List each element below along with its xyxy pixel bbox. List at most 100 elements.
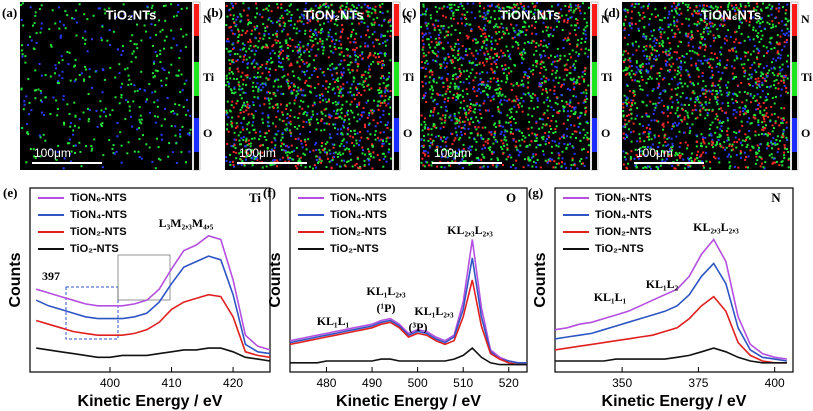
map-dot xyxy=(91,38,93,41)
map-dot xyxy=(558,16,561,19)
map-dot xyxy=(382,152,385,155)
map-dot xyxy=(324,6,327,8)
map-dot xyxy=(535,137,538,140)
map-dot xyxy=(156,115,159,118)
map-dot xyxy=(342,55,345,58)
map-dot xyxy=(20,19,23,21)
map-dot xyxy=(769,37,772,40)
map-dot xyxy=(521,11,524,14)
map-dot xyxy=(546,161,549,164)
map-dot xyxy=(315,34,318,37)
map-dot xyxy=(677,45,680,48)
map-dot xyxy=(759,110,762,113)
map-dot xyxy=(632,99,635,102)
map-dot xyxy=(78,118,81,121)
map-dot xyxy=(93,138,96,141)
map-dot xyxy=(622,115,625,118)
map-dot xyxy=(237,36,240,39)
map-dot xyxy=(676,98,679,101)
map-dot xyxy=(271,49,274,52)
map-dot xyxy=(373,23,376,26)
map-dot xyxy=(484,109,487,112)
map-dot xyxy=(781,29,783,32)
map-dot xyxy=(728,143,731,146)
map-dot xyxy=(298,112,301,115)
map-dot xyxy=(787,158,790,161)
map-dot xyxy=(246,128,248,131)
map-dot xyxy=(465,113,468,116)
map-dot xyxy=(624,158,627,161)
map-dot xyxy=(315,141,318,144)
map-dot xyxy=(310,116,313,118)
map-dot xyxy=(781,49,783,52)
map-dot xyxy=(240,88,242,91)
map-dot xyxy=(346,81,349,84)
map-dot xyxy=(748,117,751,120)
map-dot xyxy=(324,114,327,117)
map-dot xyxy=(244,32,247,35)
map-dot xyxy=(709,132,712,135)
map-dot xyxy=(733,131,736,134)
map-dot xyxy=(733,92,736,95)
map-dot xyxy=(566,39,569,42)
map-dot xyxy=(542,45,545,48)
map-dot xyxy=(507,66,510,69)
map-dot xyxy=(451,96,454,99)
map-dot xyxy=(382,131,385,134)
map-dot xyxy=(781,122,784,125)
map-dot xyxy=(297,51,299,54)
map-dot xyxy=(776,151,779,154)
map-dot xyxy=(355,139,358,142)
map-dot xyxy=(573,80,576,83)
map-dot xyxy=(387,151,390,154)
map-dot xyxy=(681,153,684,155)
map-dot xyxy=(718,79,721,82)
map-dot xyxy=(659,164,662,167)
map-dot xyxy=(360,21,363,23)
map-dot xyxy=(429,137,432,140)
map-dot xyxy=(352,136,354,139)
map-dot xyxy=(515,11,518,14)
map-dot xyxy=(726,86,729,89)
map-dot xyxy=(504,130,507,133)
map-dot xyxy=(281,30,284,33)
map-dot xyxy=(548,141,550,144)
map-dot xyxy=(659,26,662,29)
map-dot xyxy=(21,55,24,58)
map-dot xyxy=(706,114,709,117)
map-dot xyxy=(363,111,365,114)
map-dot xyxy=(347,109,349,112)
map-dot xyxy=(251,124,254,127)
map-dot xyxy=(333,143,336,146)
map-dot xyxy=(229,53,232,56)
map-dot xyxy=(704,89,707,92)
map-dot xyxy=(375,39,378,41)
map-dot xyxy=(721,25,724,27)
map-dot xyxy=(696,12,699,15)
map-dot xyxy=(778,164,781,166)
map-dot xyxy=(523,42,526,45)
map-dot xyxy=(472,110,475,113)
map-dot xyxy=(235,60,238,63)
map-dot xyxy=(344,8,347,11)
map-dot xyxy=(521,30,524,33)
map-dot xyxy=(699,13,702,16)
map-dot xyxy=(240,34,243,36)
map-dot xyxy=(231,122,234,125)
map-dot xyxy=(127,83,130,86)
map-dot xyxy=(125,98,128,101)
map-dot xyxy=(550,145,553,148)
map-dot xyxy=(745,139,747,141)
map-dot xyxy=(515,95,518,98)
map-dot xyxy=(771,61,773,64)
map-dot xyxy=(242,128,245,131)
map-dot xyxy=(303,71,306,74)
map-dot xyxy=(159,61,162,63)
map-dot xyxy=(623,27,626,30)
map-dot xyxy=(730,4,733,7)
map-dot xyxy=(475,128,478,131)
map-dot xyxy=(582,136,585,139)
map-dot xyxy=(775,41,778,44)
map-dot xyxy=(318,156,321,159)
map-dot xyxy=(732,49,735,52)
